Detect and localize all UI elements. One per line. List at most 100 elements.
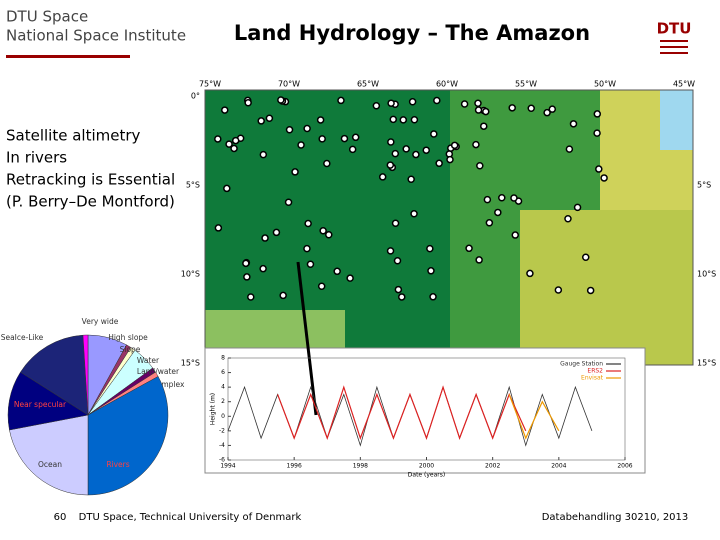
pie-slice: [7, 371, 89, 431]
station: [476, 161, 484, 170]
station: [297, 141, 305, 149]
station: [372, 102, 381, 110]
station: [285, 126, 294, 134]
y-tick-label: -4: [219, 442, 225, 449]
x-tick-label: 2002: [485, 463, 500, 470]
station: [387, 99, 395, 107]
station: [303, 124, 311, 133]
station: [472, 140, 480, 149]
pie-label: Water: [137, 356, 160, 365]
pie-label: Rivers: [106, 460, 129, 469]
station: [508, 104, 516, 112]
station: [387, 138, 395, 146]
station: [408, 98, 417, 106]
y-tick-label: -2: [219, 427, 225, 434]
station: [323, 159, 331, 168]
station: [242, 259, 250, 268]
pie-label: Ocean: [38, 460, 62, 469]
slide-title: Land Hydrology – The Amazon: [234, 21, 590, 45]
logo-lines: [660, 40, 688, 54]
footer-source: DTU Space, Technical University of Denma…: [79, 512, 302, 523]
station: [569, 120, 578, 128]
station: [277, 96, 285, 104]
x-axis-label: Date (years): [408, 472, 445, 479]
station: [402, 145, 410, 153]
station: [526, 269, 534, 278]
station: [543, 108, 551, 117]
station: [600, 174, 608, 182]
station: [426, 244, 434, 253]
pie-slice: [87, 376, 169, 496]
station: [430, 130, 438, 138]
station: [465, 244, 473, 253]
lat-label: 5°S: [186, 181, 200, 190]
map: [204, 89, 694, 366]
station: [243, 273, 251, 281]
legend-label: Gauge Station: [560, 361, 603, 368]
station: [485, 219, 494, 227]
station: [483, 195, 492, 204]
pie-label: Complex: [152, 380, 185, 389]
station: [261, 234, 269, 242]
station: [306, 260, 315, 268]
pie-label: Very wide: [82, 317, 119, 326]
station: [337, 96, 345, 105]
station: [398, 293, 406, 301]
station: [231, 136, 240, 145]
lat-label: 10°S: [697, 270, 716, 279]
lon-label: 75°W: [199, 80, 221, 89]
station: [410, 209, 418, 218]
station: [595, 165, 603, 173]
x-tick-label: 1998: [353, 463, 368, 470]
legend-label: ERS2: [587, 368, 603, 375]
header-rule: [6, 55, 130, 58]
station: [259, 264, 267, 273]
org: DTU Space: [6, 8, 88, 26]
bullet: Satellite altimetry: [6, 127, 141, 145]
station: [244, 98, 252, 107]
station: [450, 141, 459, 150]
y-tick-label: 4: [221, 384, 225, 391]
station: [319, 226, 327, 235]
station: [474, 99, 482, 108]
lat-label: 15°S: [697, 359, 716, 368]
station: [318, 135, 326, 143]
station: [482, 107, 490, 116]
bullet: Retracking is Essential: [6, 171, 175, 189]
station: [412, 150, 420, 159]
station: [410, 115, 419, 124]
station: [554, 286, 563, 294]
station: [284, 198, 293, 207]
bullet: In rivers: [6, 149, 67, 167]
y-tick-label: 0: [221, 413, 225, 420]
station: [265, 114, 274, 122]
station: [378, 173, 387, 181]
x-tick-label: 2004: [551, 463, 566, 470]
lon-label: 70°W: [278, 80, 300, 89]
station: [394, 285, 403, 294]
x-tick-label: 2000: [419, 463, 434, 470]
station: [494, 208, 502, 217]
station: [221, 106, 229, 114]
station: [214, 135, 222, 143]
pie-slice: [20, 334, 89, 416]
station: [564, 214, 572, 223]
station: [389, 115, 398, 124]
station: [316, 116, 325, 124]
y-tick-label: 8: [221, 355, 225, 362]
footer-course: Databehandling 30210, 2013: [542, 512, 689, 523]
series-line: [277, 385, 527, 440]
station: [247, 293, 255, 301]
station: [446, 155, 454, 164]
station: [460, 100, 469, 108]
station: [257, 117, 265, 125]
station: [475, 256, 483, 264]
lon-label: 60°W: [436, 80, 458, 89]
station: [304, 219, 312, 228]
station: [407, 175, 415, 184]
station: [317, 282, 326, 290]
station: [548, 105, 557, 113]
pie-slice: [82, 334, 89, 416]
station: [325, 230, 333, 239]
